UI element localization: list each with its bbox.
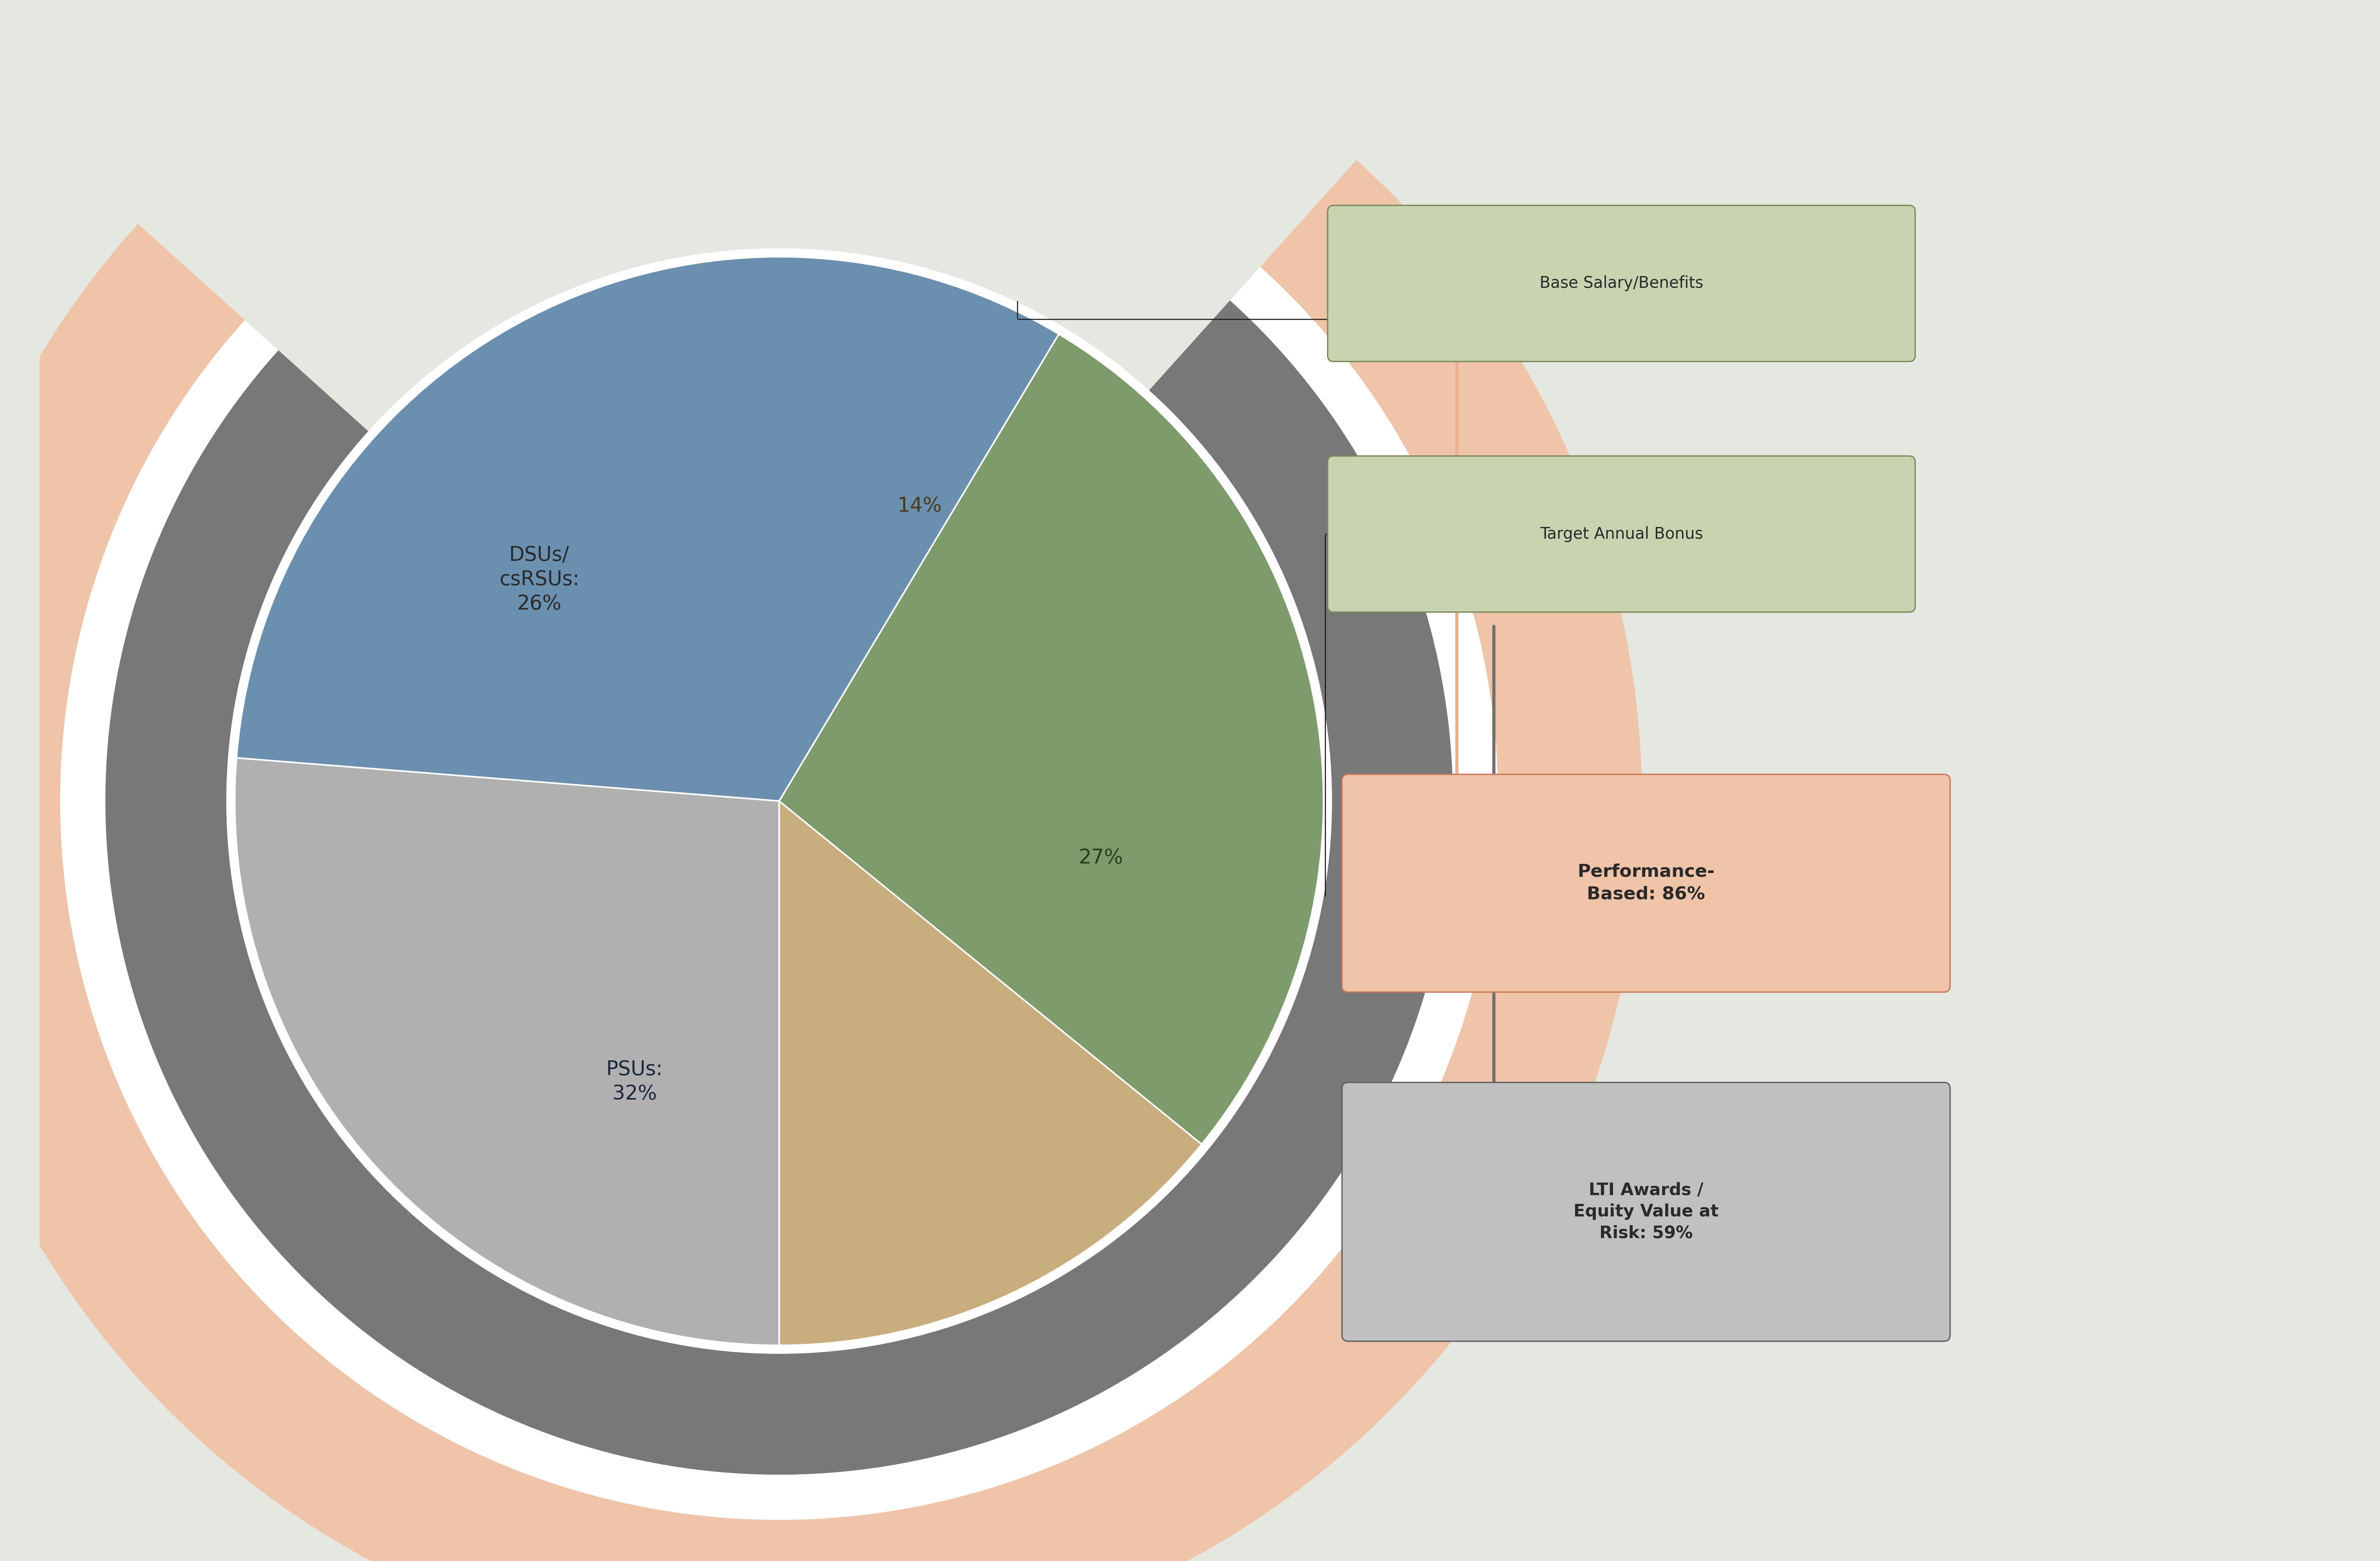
Text: PSUs:
32%: PSUs: 32% [607, 1060, 664, 1104]
Wedge shape [0, 159, 1642, 1561]
Text: Performance-
Based: 86%: Performance- Based: 86% [1578, 863, 1714, 902]
Wedge shape [60, 267, 1497, 1520]
Text: 14%: 14% [897, 496, 942, 517]
Wedge shape [105, 300, 1452, 1475]
Wedge shape [778, 801, 1202, 1346]
FancyBboxPatch shape [1328, 206, 1916, 362]
Text: LTI Awards /
Equity Value at
Risk: 59%: LTI Awards / Equity Value at Risk: 59% [1573, 1182, 1718, 1241]
FancyBboxPatch shape [1342, 774, 1949, 993]
Wedge shape [236, 759, 778, 1346]
Text: DSUs/
csRSUs:
26%: DSUs/ csRSUs: 26% [500, 545, 578, 613]
Text: Target Annual Bonus: Target Annual Bonus [1540, 526, 1704, 542]
Wedge shape [236, 256, 1059, 801]
Text: 27%: 27% [1078, 848, 1123, 868]
Circle shape [226, 248, 1333, 1353]
Text: Base Salary/Benefits: Base Salary/Benefits [1540, 275, 1704, 292]
FancyBboxPatch shape [1328, 456, 1916, 612]
Wedge shape [778, 334, 1323, 1144]
FancyBboxPatch shape [1342, 1082, 1949, 1341]
